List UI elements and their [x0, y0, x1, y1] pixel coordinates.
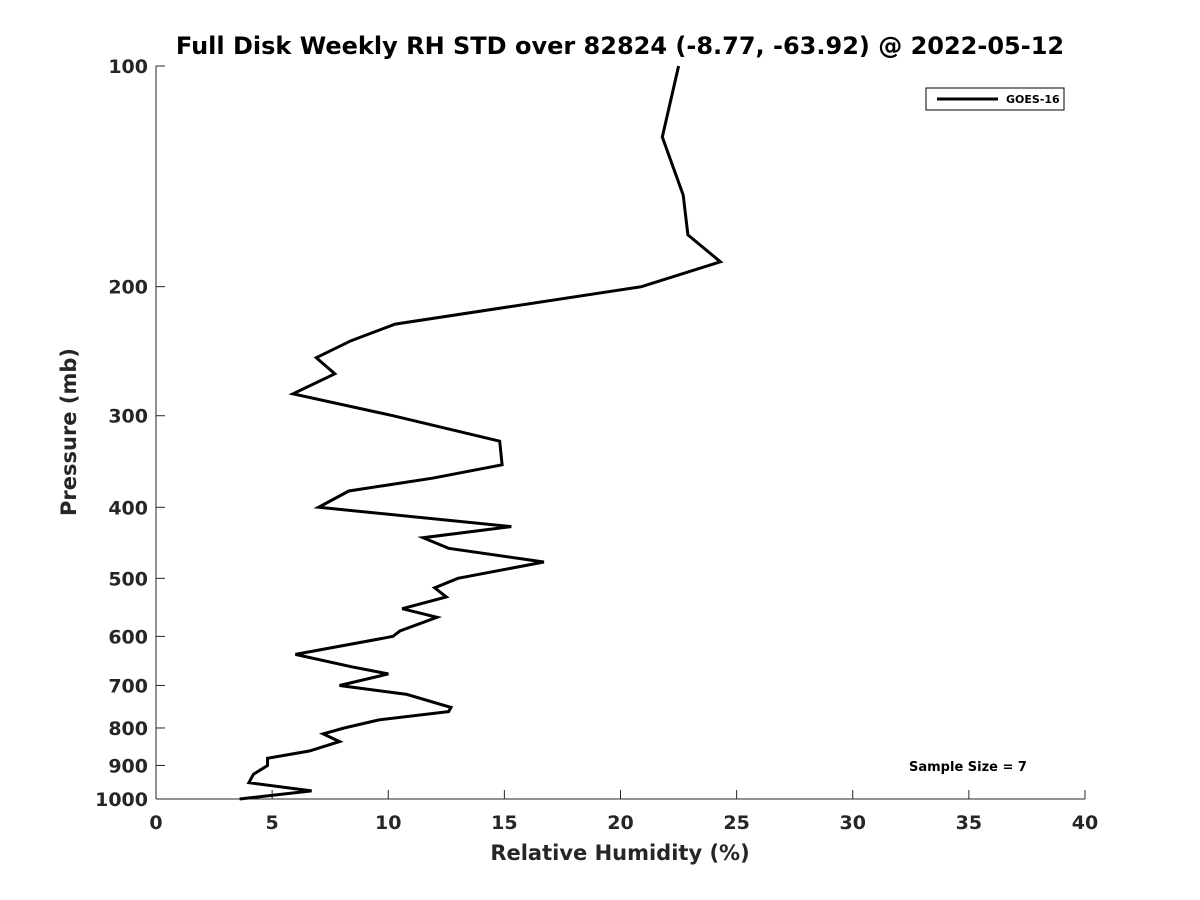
legend: GOES-16	[925, 87, 1065, 111]
y-tick-label: 900	[108, 755, 148, 777]
y-axis-label: Pressure (mb)	[57, 348, 81, 516]
x-tick-label: 20	[607, 812, 633, 834]
y-tick-label: 500	[108, 568, 148, 590]
y-tick-label: 400	[108, 497, 148, 519]
y-tick-label: 700	[108, 675, 148, 697]
y-tick-label: 1000	[95, 789, 148, 811]
x-tick-label: 25	[723, 812, 749, 834]
x-tick-label: 40	[1072, 812, 1098, 834]
series-line-goes-16	[239, 65, 724, 801]
x-tick-label: 15	[491, 812, 517, 834]
y-tick-label: 800	[108, 718, 148, 740]
legend-label: GOES-16	[1006, 93, 1060, 106]
x-tick-label: 30	[840, 812, 866, 834]
x-tick-label: 35	[956, 812, 982, 834]
chart-title: Full Disk Weekly RH STD over 82824 (-8.7…	[176, 32, 1064, 60]
y-tick-label: 100	[108, 56, 148, 78]
sample-size-annotation: Sample Size = 7	[909, 760, 1027, 775]
x-tick-label: 5	[266, 812, 279, 834]
plot-area: 0 5 10 15 20 25 30 35 40 100 200 300 400 500 600 700 800…	[95, 56, 1098, 834]
x-axis-label: Relative Humidity (%)	[490, 841, 749, 865]
x-tick-label: 0	[149, 812, 162, 834]
y-tick-label: 300	[108, 406, 148, 428]
y-tick-label: 200	[108, 277, 148, 299]
x-tick-label: 10	[375, 812, 401, 834]
y-tick-label: 600	[108, 626, 148, 648]
